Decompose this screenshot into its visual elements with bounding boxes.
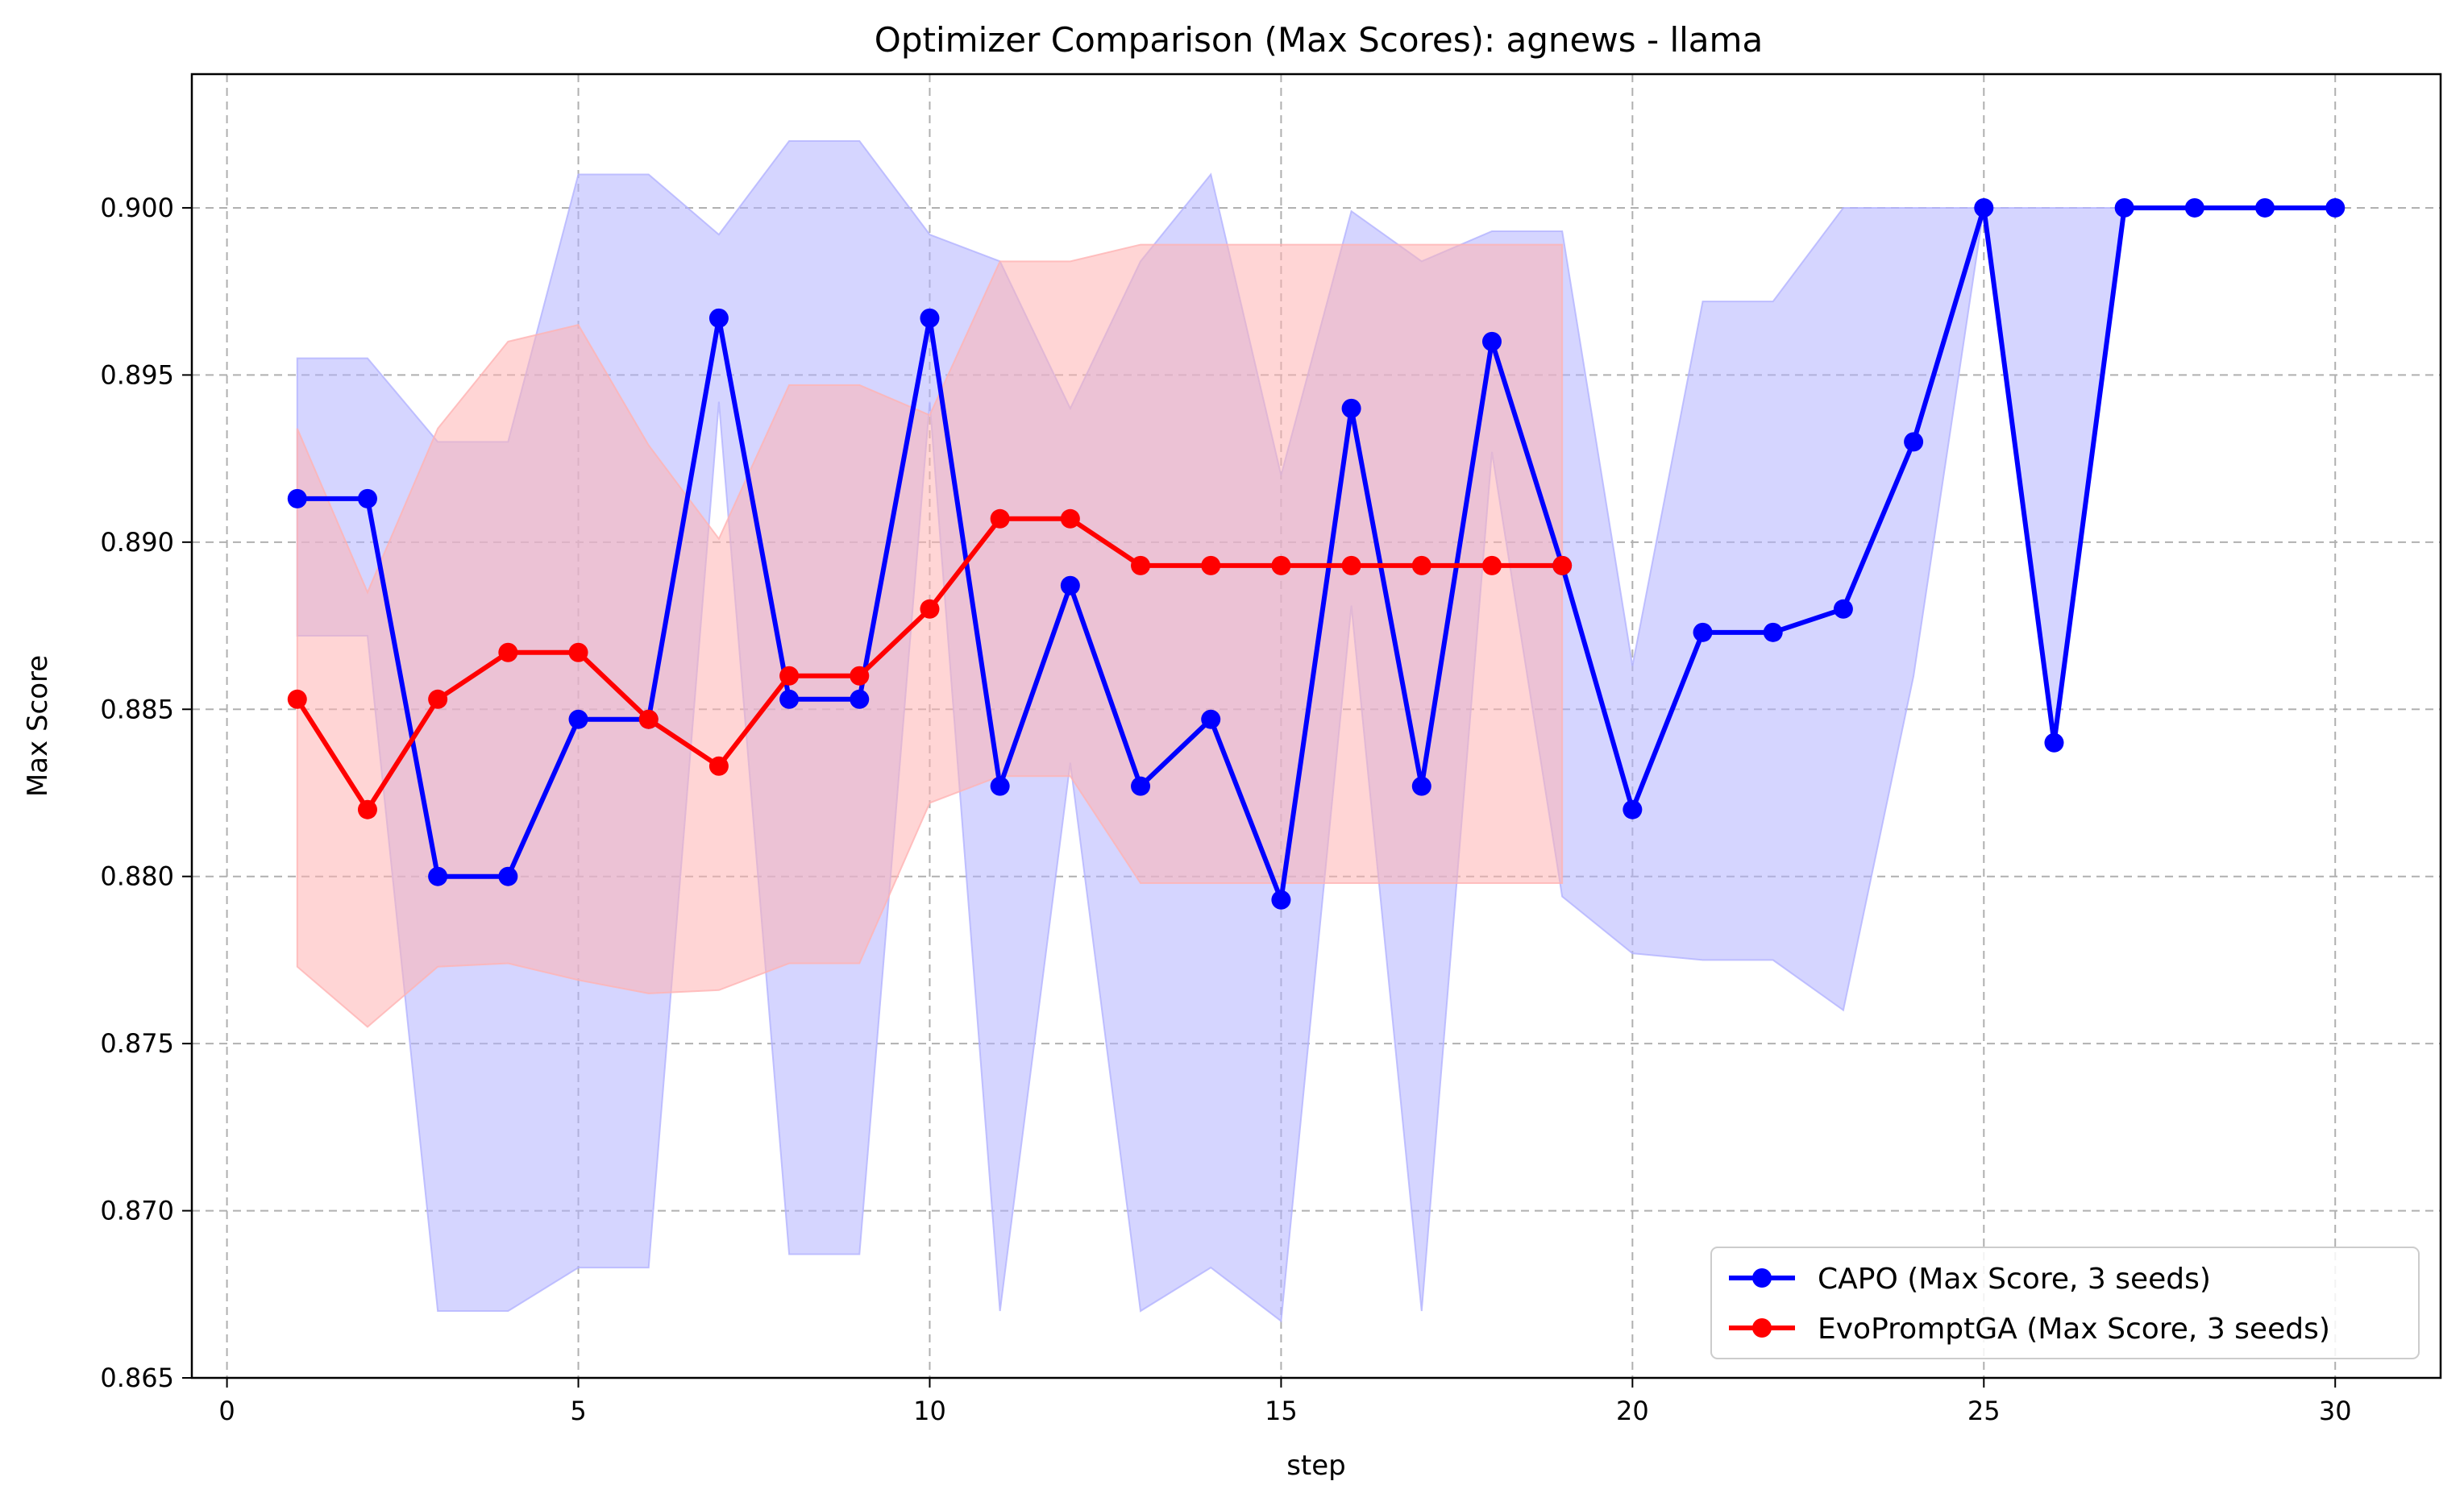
data-point-capo — [2044, 732, 2064, 753]
y-tick-label: 0.885 — [100, 694, 174, 724]
data-point-evopromptga — [428, 689, 448, 709]
x-tick-label: 5 — [570, 1396, 586, 1426]
data-point-evopromptga — [850, 666, 870, 686]
data-point-capo — [568, 709, 588, 729]
data-point-capo — [498, 866, 518, 886]
data-point-evopromptga — [990, 508, 1010, 529]
data-point-capo — [1341, 398, 1361, 418]
data-point-capo — [779, 689, 800, 709]
data-point-evopromptga — [287, 689, 307, 709]
y-tick-label: 0.865 — [100, 1363, 174, 1393]
series-points — [287, 197, 2346, 910]
chart-title: Optimizer Comparison (Max Scores): agnew… — [875, 20, 1763, 60]
data-point-evopromptga — [357, 799, 377, 819]
y-tick-label: 0.880 — [100, 861, 174, 892]
y-tick-label: 0.895 — [100, 359, 174, 390]
data-point-evopromptga — [1341, 555, 1361, 575]
data-point-capo — [920, 308, 940, 328]
data-point-evopromptga — [1060, 508, 1080, 529]
x-tick-label: 15 — [1265, 1396, 1298, 1426]
data-point-capo — [1060, 575, 1080, 595]
y-tick-label: 0.870 — [100, 1196, 174, 1226]
data-point-capo — [1623, 799, 1643, 819]
data-point-evopromptga — [1271, 555, 1291, 575]
legend-label: EvoPromptGA (Max Score, 3 seeds) — [1818, 1313, 2330, 1346]
data-point-evopromptga — [568, 642, 588, 662]
x-axis-ticks: 0 5 10 15 20 25 30 — [218, 1378, 2352, 1426]
legend-label: CAPO (Max Score, 3 seeds) — [1818, 1263, 2211, 1296]
legend: CAPO (Max Score, 3 seeds) EvoPromptGA (Ma… — [1710, 1247, 2420, 1359]
confidence-bands — [296, 139, 2336, 1323]
data-point-evopromptga — [638, 709, 659, 729]
x-tick-label: 0 — [218, 1396, 235, 1426]
data-point-capo — [990, 776, 1010, 796]
y-axis-ticks: 0.865 0.870 0.875 0.880 0.885 0.890 0.895 0.900 — [100, 193, 192, 1393]
data-point-evopromptga — [708, 756, 729, 776]
data-point-capo — [287, 488, 307, 508]
x-axis-label: step — [1286, 1450, 1346, 1482]
series-line-capo — [294, 205, 2338, 902]
data-point-capo — [2325, 197, 2346, 218]
data-point-capo — [357, 488, 377, 508]
data-point-capo — [850, 689, 870, 709]
data-point-capo — [428, 866, 448, 886]
data-point-capo — [1904, 432, 1924, 452]
band-evopromptga — [296, 243, 1564, 1028]
plot-frame — [190, 73, 2442, 1379]
x-tick-label: 30 — [2319, 1396, 2352, 1426]
legend-box — [1710, 1247, 2420, 1359]
data-point-evopromptga — [920, 599, 940, 619]
data-point-capo — [2184, 197, 2204, 218]
data-point-capo — [1693, 622, 1713, 642]
x-tick-label: 20 — [1616, 1396, 1649, 1426]
legend-swatch-marker — [1752, 1318, 1772, 1338]
data-point-evopromptga — [1481, 555, 1502, 575]
data-point-evopromptga — [498, 642, 518, 662]
data-point-evopromptga — [1552, 555, 1573, 575]
data-point-capo — [708, 308, 729, 328]
legend-swatch-marker — [1752, 1268, 1772, 1288]
x-tick-label: 10 — [913, 1396, 946, 1426]
data-point-capo — [1201, 709, 1221, 729]
data-point-capo — [1131, 776, 1151, 796]
data-point-evopromptga — [1201, 555, 1221, 575]
x-tick-label: 25 — [1967, 1396, 2001, 1426]
data-point-evopromptga — [1131, 555, 1151, 575]
data-point-evopromptga — [1411, 555, 1431, 575]
data-point-capo — [1481, 331, 1502, 351]
data-point-capo — [1763, 622, 1783, 642]
data-point-capo — [1974, 197, 1994, 218]
data-point-capo — [1833, 599, 1853, 619]
data-point-capo — [1411, 776, 1431, 796]
data-point-capo — [2114, 197, 2134, 218]
y-tick-label: 0.890 — [100, 527, 174, 558]
y-tick-label: 0.900 — [100, 193, 174, 223]
y-tick-label: 0.875 — [100, 1028, 174, 1059]
data-point-capo — [2255, 197, 2275, 218]
data-point-capo — [1271, 890, 1291, 910]
data-point-evopromptga — [779, 666, 800, 686]
y-axis-label: Max Score — [22, 655, 54, 797]
